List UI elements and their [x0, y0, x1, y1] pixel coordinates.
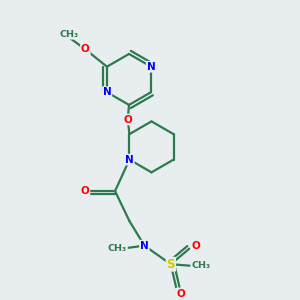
Text: CH₃: CH₃	[108, 244, 127, 253]
Text: N: N	[140, 241, 149, 250]
Text: O: O	[81, 186, 89, 196]
Text: CH₃: CH₃	[59, 30, 78, 39]
Text: N: N	[103, 87, 111, 97]
Text: O: O	[176, 289, 185, 298]
Text: O: O	[81, 44, 90, 54]
Text: O: O	[191, 241, 200, 250]
Text: O: O	[123, 115, 132, 124]
Text: S: S	[167, 258, 175, 271]
Text: CH₃: CH₃	[191, 261, 210, 270]
Text: N: N	[125, 154, 134, 165]
Text: N: N	[147, 62, 155, 72]
